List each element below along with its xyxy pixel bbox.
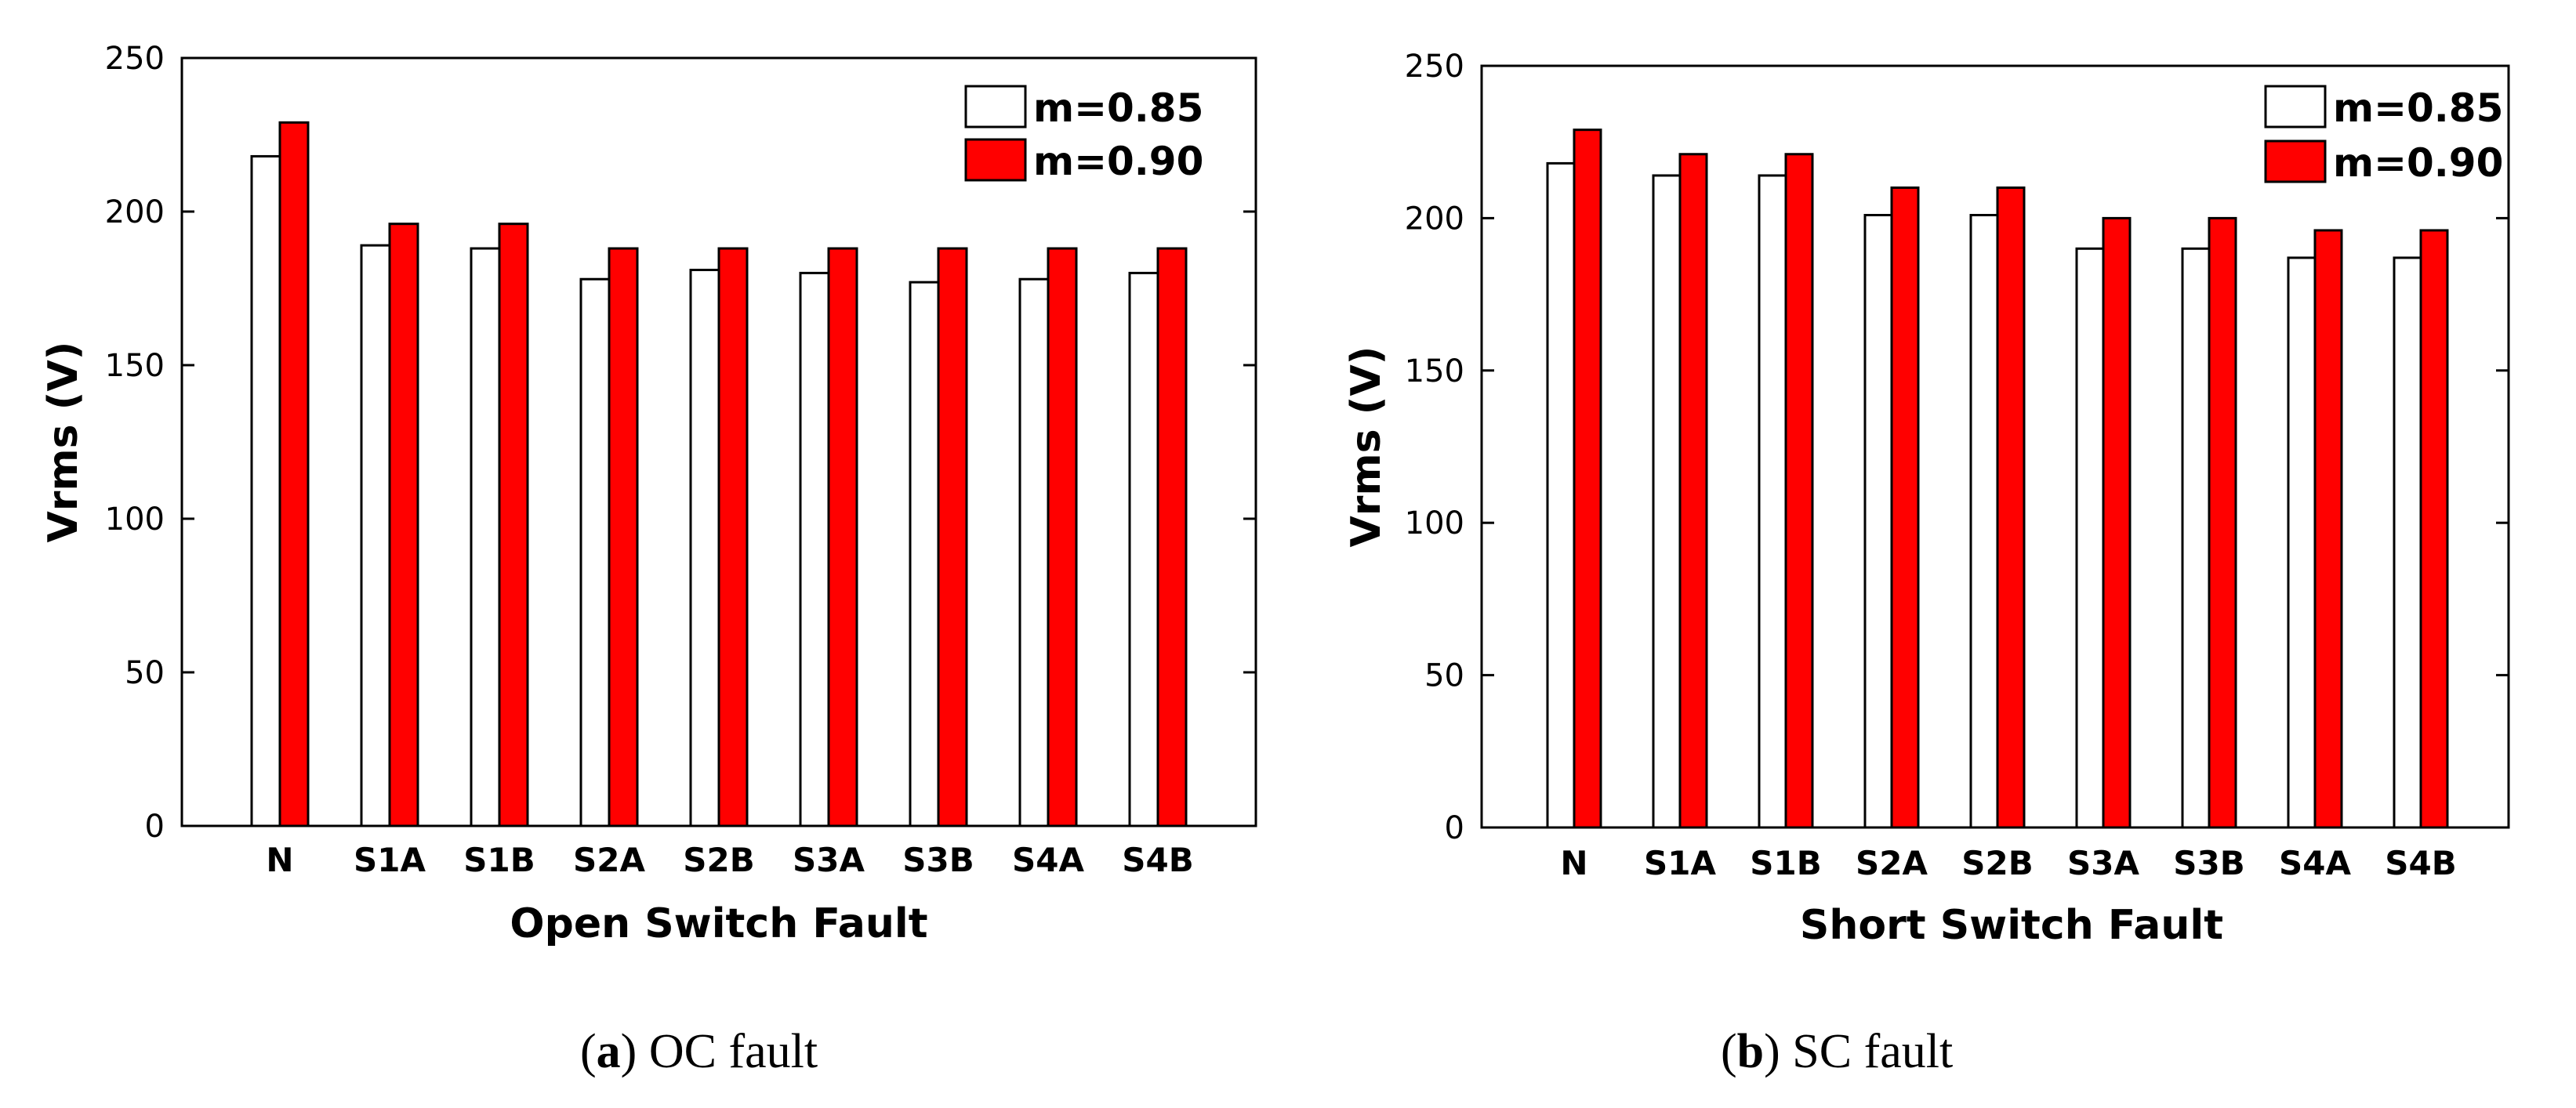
legend-b: m=0.85 m=0.90 [2264, 85, 2503, 186]
x-tick-label-a-2: S1B [463, 841, 535, 879]
bar-b-s1b-series1 [1784, 153, 1814, 829]
caption-text-b: SC fault [1792, 1025, 1953, 1078]
legend-label-b-0: m=0.85 [2333, 85, 2503, 131]
x-tick-label-a-8: S4B [1122, 841, 1194, 879]
legend-label-a-1: m=0.90 [1033, 139, 1203, 184]
bar-a-s1b-series0 [470, 247, 501, 827]
bar-a-s2b-series0 [689, 268, 720, 827]
bar-b-n-series1 [1573, 129, 1602, 829]
x-tick-label-a-5: S3A [793, 841, 865, 879]
bar-a-s3a-series0 [799, 271, 830, 827]
bar-b-s3b-series1 [2208, 216, 2237, 829]
bar-a-s1b-series1 [498, 223, 529, 827]
bar-a-s2a-series0 [579, 277, 611, 827]
bar-b-s3a-series0 [2075, 247, 2105, 829]
bar-b-s2a-series1 [1890, 186, 1920, 829]
y-tick-label-a-3: 150 [105, 348, 165, 384]
y-axis-label-a: Vrms (V) [40, 342, 87, 543]
bar-b-s4a-series0 [2287, 256, 2317, 829]
y-tick-label-b-4: 200 [1405, 201, 1464, 237]
y-tick-label-b-5: 250 [1405, 49, 1464, 85]
bar-b-s2b-series0 [1969, 214, 1999, 829]
y-tick-label-b-3: 150 [1405, 353, 1464, 389]
x-tick-label-b-2: S1B [1750, 844, 1822, 882]
legend-label-b-1: m=0.90 [2333, 140, 2503, 186]
x-axis-label-b: Short Switch Fault [1800, 902, 2223, 949]
bar-a-n-series1 [278, 121, 310, 827]
y-axis-ticks-b: 0 50 100 150 200 250 [1405, 49, 2509, 846]
caption-letter-b: b [1737, 1025, 1764, 1078]
bar-a-n-series0 [250, 154, 281, 827]
caption-text-a: OC fault [649, 1025, 818, 1078]
bar-b-s2a-series0 [1863, 214, 1893, 829]
y-tick-label-b-0: 0 [1445, 810, 1464, 846]
y-tick-label-a-4: 200 [105, 194, 165, 230]
bar-a-s3b-series1 [937, 247, 968, 827]
bar-b-s3a-series1 [2102, 216, 2132, 829]
y-tick-label-a-2: 100 [105, 501, 165, 538]
x-tick-label-b-6: S3B [2173, 844, 2245, 882]
legend-label-a-0: m=0.85 [1033, 85, 1203, 131]
caption-b: (b) SC fault [1721, 1025, 1953, 1078]
legend-swatch-b-0 [2264, 85, 2327, 129]
x-tick-label-a-0: N [266, 841, 293, 879]
y-tick-label-a-1: 50 [125, 655, 165, 691]
x-tick-label-b-8: S4B [2385, 844, 2457, 882]
bar-b-s1a-series0 [1652, 174, 1682, 829]
bar-series-a [250, 121, 1188, 827]
x-axis-categories-b: N S1A S1B S2A S2B S3A S3B S4A S4B [1560, 844, 2456, 882]
bar-b-s4b-series0 [2393, 256, 2422, 829]
x-tick-label-b-0: N [1560, 844, 1587, 882]
chart-panel-b: 0 50 100 150 200 250 N S1A S1B S2A S2B S3A S3B S4A S4… [1343, 49, 2510, 1078]
chart-panel-a: 0 50 100 150 200 250 N S1A S1B S2A S2B S3A S3B S4A S4… [40, 41, 1257, 1078]
bar-a-s4b-series1 [1156, 247, 1188, 827]
bar-b-s1b-series0 [1758, 174, 1787, 829]
legend-swatch-b-1 [2264, 139, 2327, 183]
bar-a-s1a-series0 [360, 244, 391, 827]
bar-b-s1a-series1 [1678, 153, 1708, 829]
caption-a: (a) OC fault [580, 1025, 818, 1078]
x-axis-label-a: Open Switch Fault [510, 900, 927, 947]
bar-a-s3a-series1 [827, 247, 858, 827]
x-tick-label-b-1: S1A [1644, 844, 1716, 882]
bar-a-s1a-series1 [388, 223, 419, 827]
bar-a-s2a-series1 [608, 247, 639, 827]
x-tick-label-a-3: S2A [573, 841, 645, 879]
x-tick-label-b-4: S2B [1961, 844, 2034, 882]
y-tick-label-b-1: 50 [1424, 658, 1464, 694]
y-tick-label-a-0: 0 [145, 809, 165, 845]
bar-a-s3b-series0 [909, 281, 940, 827]
x-tick-label-a-6: S3B [902, 841, 974, 879]
bar-a-s2b-series1 [717, 247, 749, 827]
x-tick-label-a-1: S1A [354, 841, 426, 879]
x-tick-label-b-5: S3A [2067, 844, 2139, 882]
x-tick-label-a-7: S4A [1012, 841, 1084, 879]
bar-series-b [1546, 129, 2449, 829]
y-axis-label-b: Vrms (V) [1343, 346, 1390, 548]
x-tick-label-b-3: S2A [1856, 844, 1928, 882]
x-axis-categories-a: N S1A S1B S2A S2B S3A S3B S4A S4B [266, 841, 1193, 879]
x-tick-label-a-4: S2B [683, 841, 755, 879]
legend-a: m=0.85 m=0.90 [964, 85, 1203, 184]
bar-b-s2b-series1 [1996, 186, 2026, 829]
y-tick-label-b-2: 100 [1405, 505, 1464, 541]
legend-swatch-a-1 [964, 138, 1027, 182]
legend-swatch-a-0 [964, 85, 1027, 129]
caption-letter-a: a [597, 1025, 621, 1078]
bar-b-s3b-series0 [2181, 247, 2211, 829]
bar-a-s4a-series1 [1047, 247, 1078, 827]
y-axis-ticks-a: 0 50 100 150 200 250 [105, 41, 1256, 845]
bar-b-s4b-series1 [2419, 229, 2449, 829]
bar-b-s4a-series1 [2313, 229, 2343, 829]
bar-b-n-series0 [1546, 161, 1576, 829]
bar-a-s4a-series0 [1018, 277, 1050, 827]
x-tick-label-b-7: S4A [2279, 844, 2351, 882]
y-tick-label-a-5: 250 [105, 41, 165, 77]
bar-a-s4b-series0 [1128, 271, 1159, 827]
